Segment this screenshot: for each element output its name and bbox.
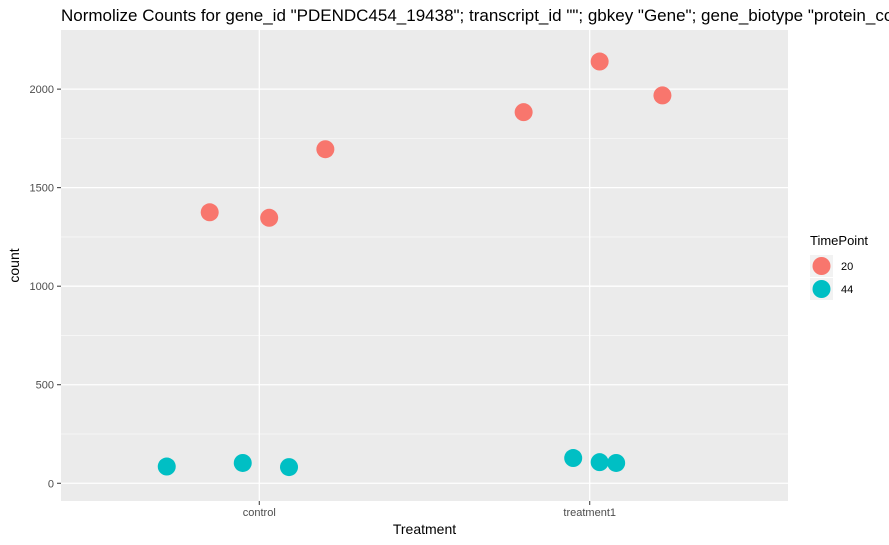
data-point bbox=[653, 86, 672, 105]
x-axis: control treatment1 bbox=[243, 501, 616, 519]
x-tick-label: control bbox=[243, 507, 276, 519]
legend-label: 44 bbox=[841, 284, 853, 296]
legend-label: 20 bbox=[841, 261, 853, 273]
y-axis: 0 500 1000 1500 2000 bbox=[30, 84, 61, 490]
data-point bbox=[564, 449, 583, 468]
legend-title: TimePoint bbox=[810, 233, 868, 248]
plot-panel bbox=[61, 30, 788, 501]
legend-marker bbox=[812, 257, 831, 275]
y-tick-label: 2000 bbox=[30, 84, 54, 96]
y-tick-label: 1000 bbox=[30, 281, 54, 293]
data-point bbox=[590, 52, 609, 71]
data-point bbox=[260, 208, 279, 227]
data-point bbox=[200, 203, 219, 222]
x-tick-label: treatment1 bbox=[563, 507, 616, 519]
data-points bbox=[157, 52, 672, 477]
y-tick-label: 0 bbox=[48, 478, 54, 490]
data-point bbox=[590, 453, 609, 472]
y-tick-label: 1500 bbox=[30, 183, 54, 195]
data-point bbox=[157, 457, 176, 476]
data-point bbox=[280, 458, 299, 477]
x-axis-title: Treatment bbox=[393, 521, 456, 537]
data-point bbox=[607, 453, 626, 472]
chart-title: Normolize Counts for gene_id "PDENDC454_… bbox=[61, 6, 889, 25]
data-point bbox=[233, 453, 252, 472]
y-axis-title: count bbox=[6, 248, 22, 282]
legend: TimePoint 20 44 bbox=[810, 233, 868, 300]
data-point bbox=[514, 103, 533, 122]
minor-gridlines bbox=[61, 137, 788, 435]
legend-marker bbox=[812, 280, 831, 298]
y-tick-label: 500 bbox=[36, 380, 54, 392]
data-point bbox=[316, 140, 335, 159]
